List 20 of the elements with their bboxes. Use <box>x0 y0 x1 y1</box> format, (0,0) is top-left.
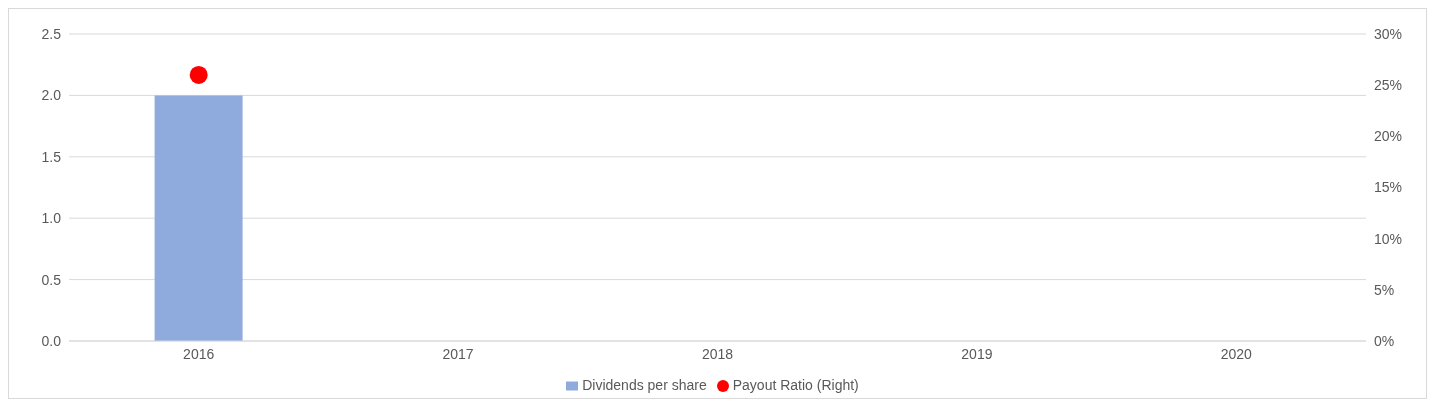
y2-tick-label: 20% <box>1374 128 1403 145</box>
x-tick-label: 2017 <box>442 345 474 362</box>
y-tick-label: 2.5 <box>41 25 62 42</box>
y2-tick-label: 30% <box>1374 25 1403 42</box>
x-tick-label: 2018 <box>701 345 734 362</box>
x-tick-label: 2019 <box>961 345 993 362</box>
x-tick-label: 2016 <box>183 345 215 362</box>
y2-tick-label: 5% <box>1374 281 1395 298</box>
y-tick-label: 1.5 <box>41 148 62 165</box>
legend-label: Dividends per share <box>582 377 707 393</box>
y-tick-label: 1.0 <box>41 210 62 227</box>
legend-label: Payout Ratio (Right) <box>732 377 859 393</box>
y2-tick-label: 15% <box>1374 179 1403 196</box>
y2-tick-label: 0% <box>1374 332 1395 349</box>
x-tick-label: 2020 <box>1220 345 1253 362</box>
y-tick-label: 2.0 <box>41 87 62 104</box>
y2-tick-label: 10% <box>1374 230 1403 247</box>
y2-tick-label: 25% <box>1374 77 1403 94</box>
y-tick-label: 0.0 <box>41 332 62 349</box>
y-tick-label: 0.5 <box>41 271 62 288</box>
